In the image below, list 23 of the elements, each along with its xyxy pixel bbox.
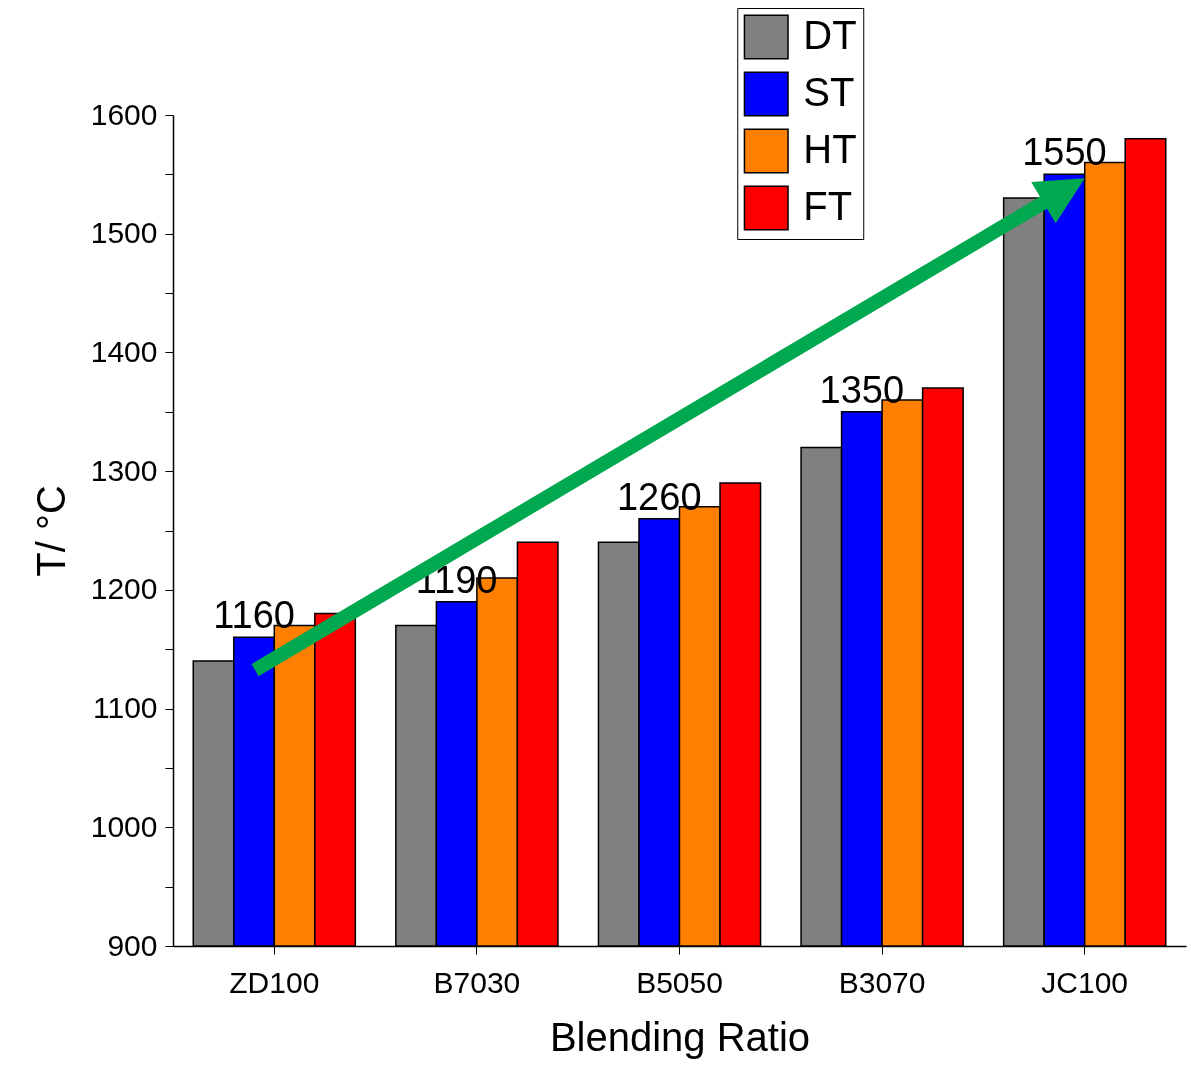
y-tick-label: 900 — [107, 928, 158, 962]
x-axis-title: Blending Ratio — [549, 1014, 811, 1059]
x-tick-label: JC100 — [1041, 965, 1129, 999]
y-tick-label: 1500 — [90, 216, 158, 250]
data-label: 1160 — [213, 594, 295, 637]
y-tick-label: 1100 — [92, 691, 158, 725]
legend-label: DT — [803, 13, 857, 57]
x-tick-label: ZD100 — [229, 965, 320, 999]
y-tick-label: 1300 — [90, 453, 158, 487]
y-tick-label: 1600 — [90, 97, 158, 131]
legend-label: HT — [803, 127, 857, 171]
x-tick-label: B3070 — [838, 965, 926, 999]
y-tick-label: 1000 — [90, 809, 158, 843]
data-label: 1260 — [616, 475, 702, 518]
legend-label: FT — [803, 184, 853, 228]
legend-label: ST — [803, 70, 855, 114]
x-tick-label: B7030 — [433, 965, 521, 999]
data-label: 1550 — [1022, 131, 1107, 174]
y-tick-label: 1200 — [90, 572, 158, 606]
y-axis-title: T/ °C — [28, 485, 73, 577]
data-label: 1350 — [819, 368, 905, 411]
y-tick-label: 1400 — [90, 334, 158, 368]
x-tick-label: B5050 — [636, 965, 723, 999]
